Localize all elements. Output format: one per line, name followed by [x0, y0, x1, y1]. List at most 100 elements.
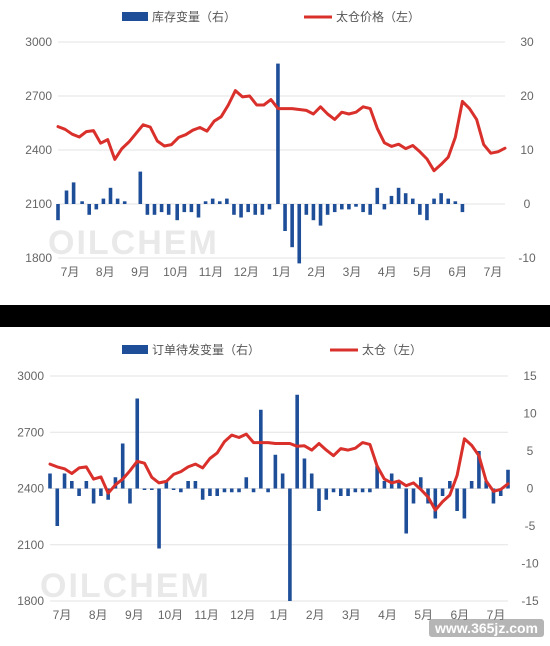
- bar: [145, 204, 150, 215]
- bar: [433, 488, 438, 519]
- bar: [375, 187, 380, 204]
- left-axis-tick: 3000: [25, 35, 52, 49]
- bar: [196, 204, 201, 218]
- bar: [94, 204, 99, 210]
- x-axis-tick: 11月: [199, 265, 223, 279]
- x-axis-tick: 10月: [158, 608, 183, 622]
- watermark-text: OILCHEM: [40, 567, 211, 605]
- left-axis-tick: 2700: [17, 425, 44, 439]
- bar: [149, 488, 154, 490]
- x-axis-tick: 5月: [414, 608, 433, 622]
- bar: [273, 454, 278, 489]
- bar: [164, 481, 169, 489]
- bar: [217, 201, 222, 204]
- bar: [347, 204, 351, 210]
- bar: [56, 204, 60, 221]
- bar: [418, 204, 422, 215]
- bar: [108, 187, 113, 204]
- bar: [193, 481, 198, 489]
- bar: [208, 488, 212, 496]
- right-axis-tick: 5: [527, 444, 534, 458]
- bar: [175, 204, 179, 221]
- bar: [142, 488, 147, 490]
- right-axis-tick: 15: [523, 369, 537, 383]
- bar: [317, 488, 321, 511]
- bar: [325, 204, 330, 215]
- left-axis-tick: 2400: [25, 143, 52, 157]
- bar: [304, 204, 309, 215]
- x-axis-tick: 8月: [96, 265, 115, 279]
- bar: [440, 488, 445, 496]
- bar: [340, 204, 344, 210]
- bar: [166, 204, 171, 215]
- bar: [396, 187, 401, 204]
- bar: [225, 198, 229, 204]
- left-axis-tick: 2100: [17, 538, 44, 552]
- x-axis-tick: 7月: [53, 608, 72, 622]
- bar: [138, 171, 143, 204]
- bar: [368, 204, 372, 215]
- x-axis-tick: 3月: [342, 608, 361, 622]
- left-axis-tick: 3000: [17, 369, 44, 383]
- order-price-chart: OILCHEM 3000 2700 2400 2100 1800 15 10 5 0 -5 -10 -1…: [0, 327, 550, 641]
- bar: [157, 488, 161, 549]
- bar: [389, 473, 394, 489]
- bar: [239, 204, 243, 218]
- bar: [318, 204, 323, 226]
- bar: [311, 204, 316, 221]
- legend-bar-label: 订单待发变量（右）: [152, 342, 260, 357]
- bar: [338, 488, 343, 496]
- x-axis-tick: 12月: [234, 265, 259, 279]
- bar: [229, 488, 234, 493]
- bar: [382, 204, 387, 210]
- bar: [404, 488, 409, 534]
- inventory-price-chart-svg: OILCHEM 3000 2700 2400 2100 1800 30 20 10 0 -10 7月 8…: [25, 9, 536, 279]
- right-axis-tick: 0: [524, 197, 531, 211]
- bar: [128, 488, 132, 504]
- bar: [346, 488, 350, 496]
- left-axis-tick: 1800: [25, 251, 52, 265]
- x-axis-tick: 8月: [89, 608, 108, 622]
- right-axis-tick: -5: [525, 519, 536, 533]
- x-axis-tick: 1月: [272, 265, 291, 279]
- bar: [186, 481, 190, 489]
- bar: [410, 198, 415, 204]
- bar: [295, 394, 299, 489]
- bar: [469, 481, 474, 489]
- bar: [462, 488, 467, 519]
- bar: [484, 481, 488, 489]
- bar: [302, 458, 307, 489]
- bar: [332, 204, 337, 213]
- bar: [222, 488, 227, 493]
- bar: [418, 477, 423, 489]
- bar: [246, 204, 250, 213]
- bar: [448, 481, 452, 489]
- bar: [120, 443, 125, 489]
- bar: [237, 488, 241, 493]
- x-axis-tick: 9月: [125, 608, 144, 622]
- bar: [397, 481, 401, 489]
- bar: [446, 198, 451, 204]
- bar: [498, 488, 503, 496]
- right-axis-tick: 10: [520, 143, 534, 157]
- site-watermark: www.365jz.com: [429, 619, 544, 637]
- bar: [210, 198, 215, 204]
- bar: [259, 409, 263, 489]
- x-axis-tick: 7月: [484, 265, 503, 279]
- inventory-price-chart: OILCHEM 3000 2700 2400 2100 1800 30 20 10 0 -10 7月 8…: [0, 0, 550, 305]
- bar: [368, 488, 372, 493]
- bar: [48, 473, 52, 489]
- bar: [115, 198, 120, 204]
- bar: [135, 398, 140, 489]
- bar: [432, 198, 436, 204]
- bar: [439, 193, 443, 204]
- bar: [80, 201, 84, 204]
- bar: [283, 204, 287, 231]
- left-axis-tick: 2700: [25, 89, 52, 103]
- bar: [477, 451, 481, 489]
- x-axis-tick: 12月: [230, 608, 255, 622]
- bar: [375, 466, 379, 489]
- left-axis-tick: 2400: [17, 482, 44, 496]
- right-axis-tick: 30: [520, 35, 534, 49]
- bar: [506, 469, 510, 489]
